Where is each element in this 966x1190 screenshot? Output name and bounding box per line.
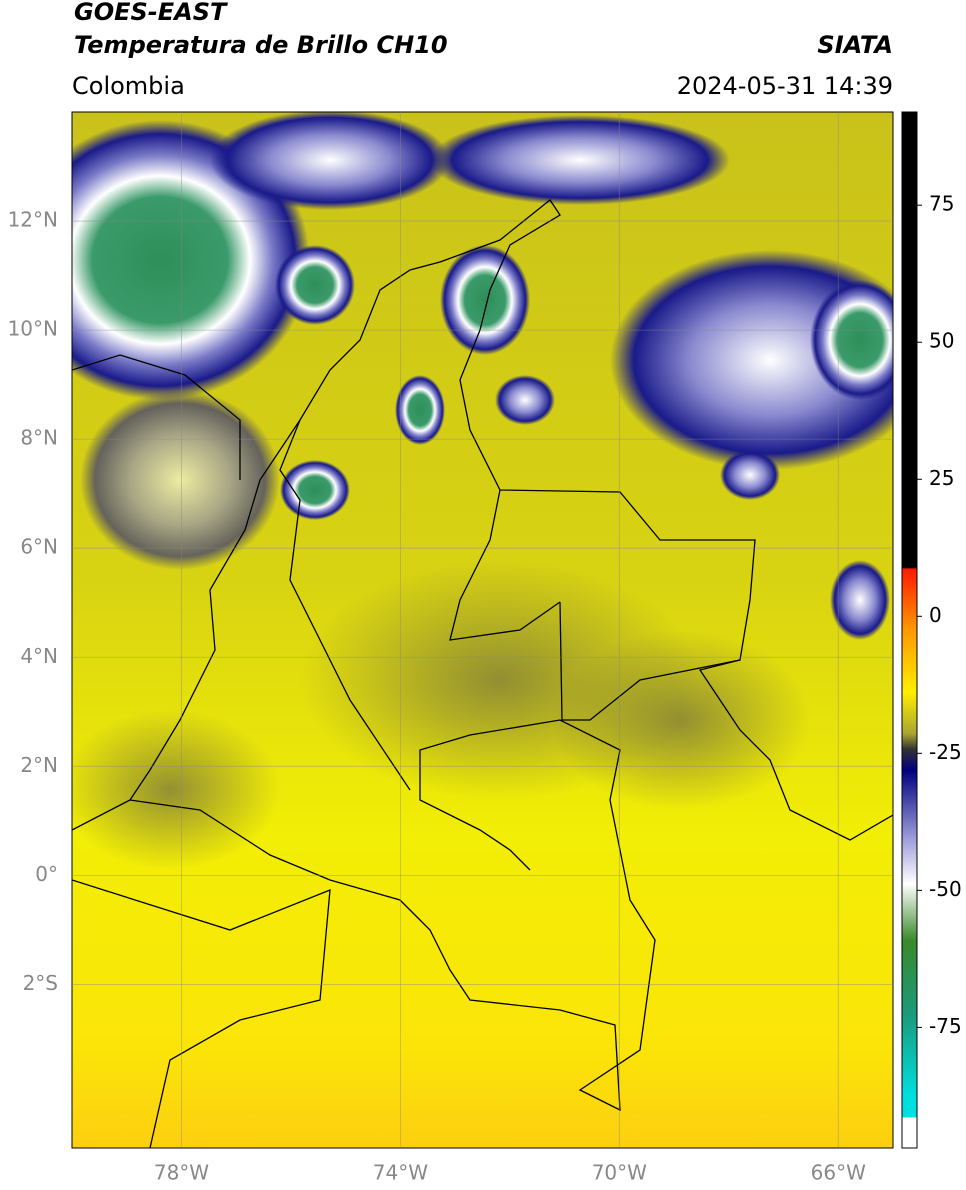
title: GOES-EAST (74, 0, 228, 26)
lon-tick-label: 78°W (154, 1161, 209, 1185)
lat-tick-label: 2°S (23, 971, 58, 995)
region: Colombia (72, 72, 185, 100)
colorbar (901, 111, 918, 1149)
lat-tick-label: 2°N (20, 753, 58, 777)
lat-tick-label: 0° (35, 862, 58, 886)
lat-tick-label: 6°N (20, 535, 58, 559)
subtitle: Temperatura de Brillo CH10 (74, 31, 448, 59)
colorbar-tick-label: 25 (929, 466, 954, 490)
timestamp: 2024-05-31 14:39 (677, 72, 893, 100)
satellite-image (72, 112, 893, 1148)
colorbar-tick-label: 0 (929, 603, 942, 627)
colorbar-tick-label: -25 (929, 740, 962, 764)
lon-tick-label: 66°W (811, 1161, 866, 1185)
lon-tick-label: 74°W (373, 1161, 428, 1185)
colorbar-tick-label: -75 (929, 1014, 962, 1038)
map-frame (71, 111, 894, 1149)
lat-tick-label: 12°N (8, 208, 58, 232)
lon-tick-label: 70°W (592, 1161, 647, 1185)
colorbar-tick-label: 50 (929, 329, 954, 353)
source: SIATA (817, 31, 893, 59)
lat-tick-label: 10°N (8, 317, 58, 341)
lat-tick-label: 4°N (20, 644, 58, 668)
lat-tick-label: 8°N (20, 426, 58, 450)
colorbar-tick-label: 75 (929, 192, 954, 216)
colorbar-tick-label: -50 (929, 877, 962, 901)
